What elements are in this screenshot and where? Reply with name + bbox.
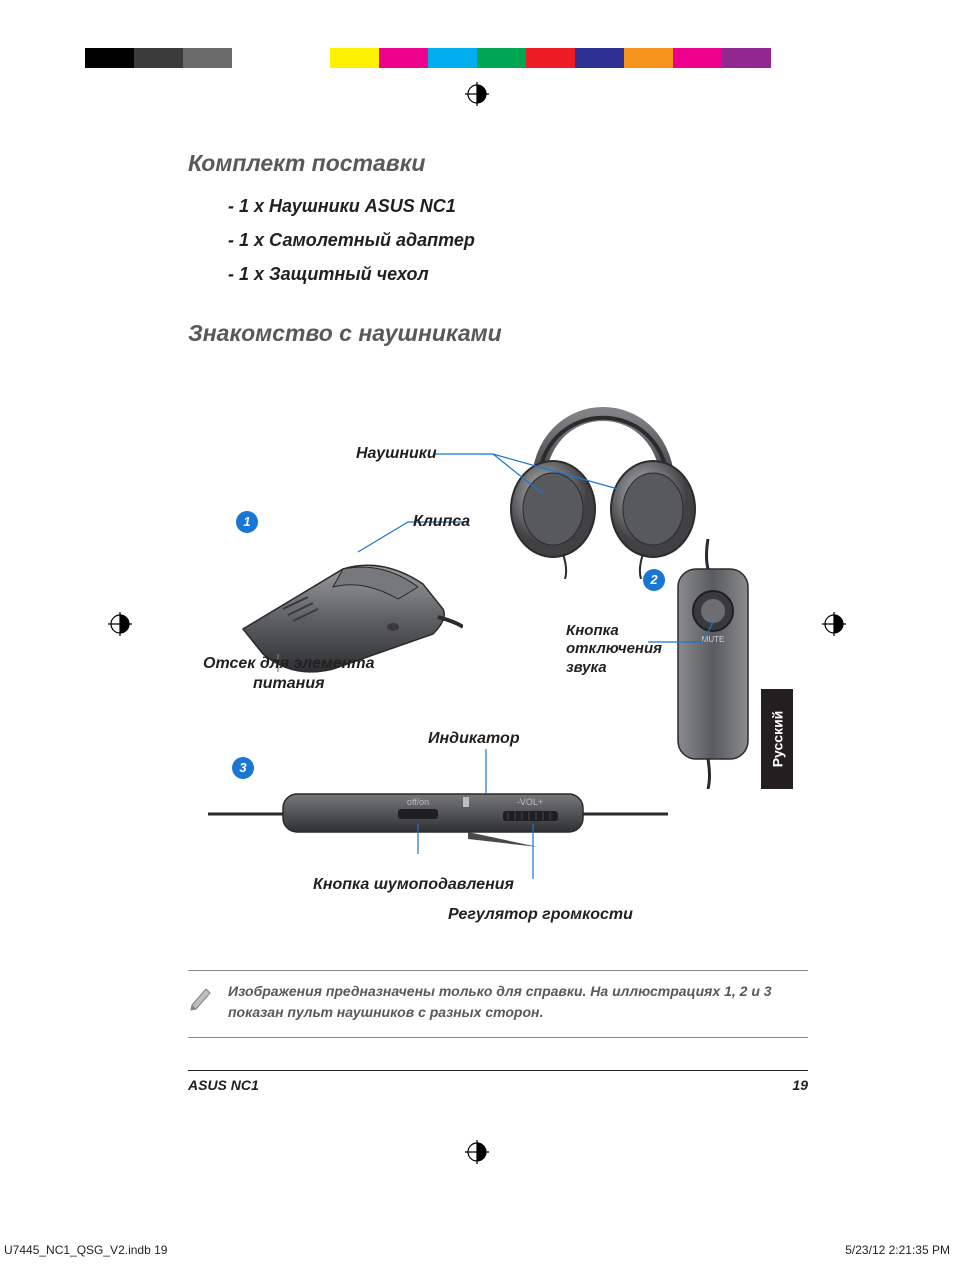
label-noise-cancel: Кнопка шумоподавления xyxy=(313,875,514,895)
print-slug: U7445_NC1_QSG_V2.indb 19 5/23/12 2:21:35… xyxy=(4,1243,950,1257)
slug-filename: U7445_NC1_QSG_V2.indb 19 xyxy=(4,1243,167,1257)
language-tab: Русский xyxy=(761,689,793,789)
label-battery: Отсек для элемента питания xyxy=(203,654,375,694)
note-text: Изображения предназначены только для спр… xyxy=(228,981,808,1023)
footer-product: ASUS NC1 xyxy=(188,1077,259,1093)
package-list: - 1 x Наушники ASUS NC1- 1 x Самолетный … xyxy=(228,189,808,292)
print-color-bar xyxy=(85,48,869,68)
pencil-note-icon xyxy=(188,983,216,1011)
label-headphones: Наушники xyxy=(356,444,437,464)
note-block: Изображения предназначены только для спр… xyxy=(188,970,808,1038)
section-title-overview: Знакомство с наушниками xyxy=(188,320,808,347)
label-indicator: Индикатор xyxy=(428,729,520,749)
language-tab-text: Русский xyxy=(769,711,785,768)
registration-mark-left xyxy=(108,612,132,636)
package-item: - 1 x Защитный чехол xyxy=(228,257,808,291)
callout-badge-3: 3 xyxy=(232,757,254,779)
label-clip: Клипса xyxy=(413,512,470,532)
package-item: - 1 x Самолетный адаптер xyxy=(228,223,808,257)
callout-badge-2: 2 xyxy=(643,569,665,591)
section-title-package: Комплект поставки xyxy=(188,150,808,177)
label-mute: Кнопка отключения звука xyxy=(566,622,662,678)
registration-mark-right xyxy=(822,612,846,636)
product-diagram: MUTE off/on -VOL+ xyxy=(188,359,808,969)
footer-page-number: 19 xyxy=(792,1077,808,1093)
registration-mark-bottom xyxy=(465,1140,489,1164)
label-volume: Регулятор громкости xyxy=(448,905,633,925)
callout-badge-1: 1 xyxy=(236,511,258,533)
slug-datetime: 5/23/12 2:21:35 PM xyxy=(845,1243,950,1257)
registration-mark-top xyxy=(465,82,489,106)
page-content: Комплект поставки - 1 x Наушники ASUS NC… xyxy=(188,150,808,969)
page-footer: ASUS NC1 19 xyxy=(188,1070,808,1093)
package-item: - 1 x Наушники ASUS NC1 xyxy=(228,189,808,223)
